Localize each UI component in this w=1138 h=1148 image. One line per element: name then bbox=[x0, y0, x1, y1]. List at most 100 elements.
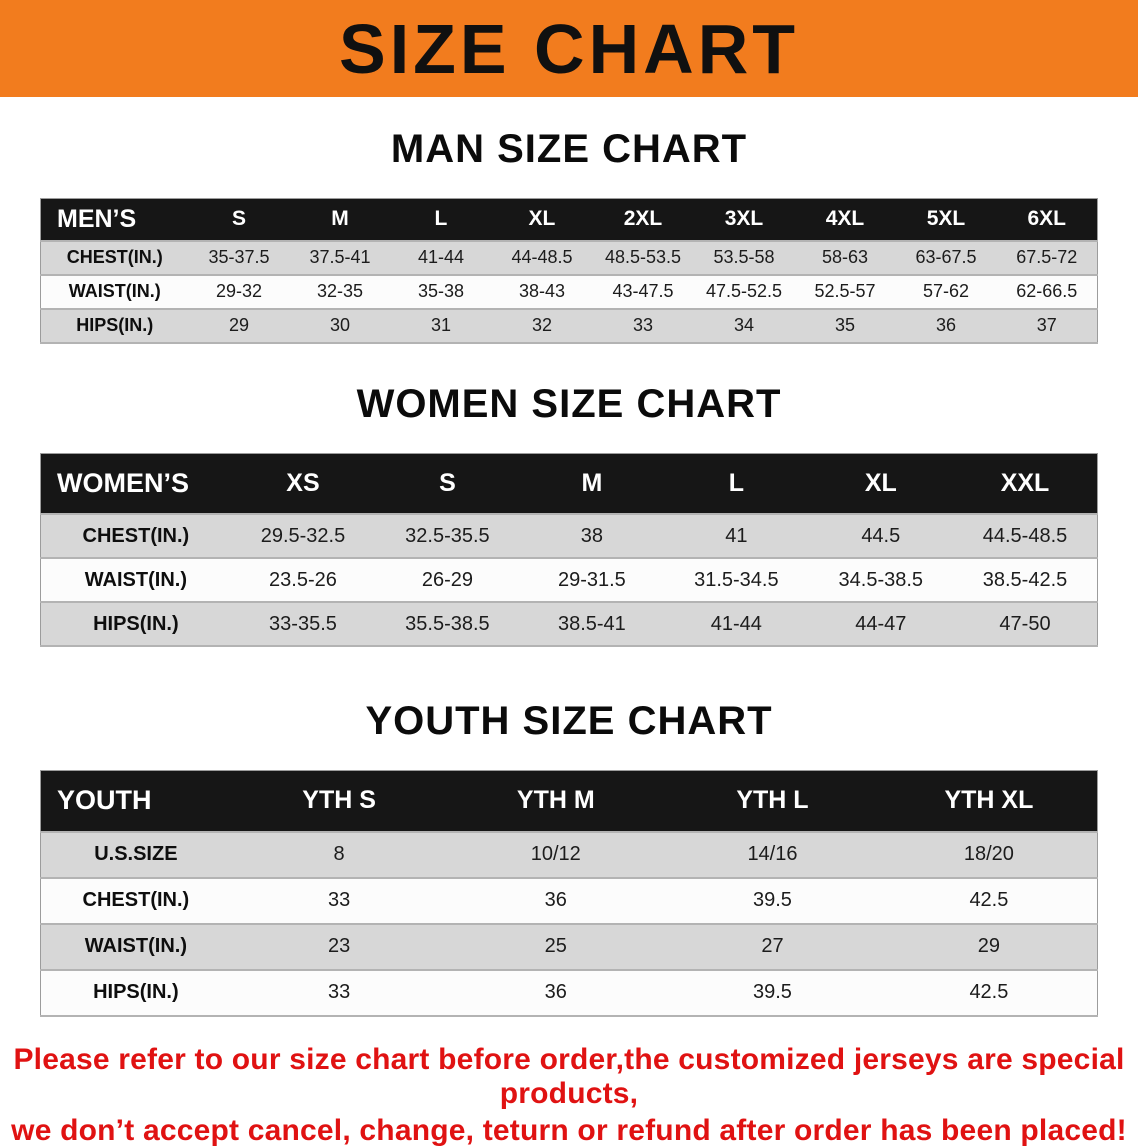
men-size-table: MEN’S S M L XL 2XL 3XL 4XL 5XL 6XL CHEST(IN.) 35-37… bbox=[40, 198, 1098, 344]
table-row: U.S.SIZE 8 10/12 14/16 18/20 bbox=[40, 831, 1098, 878]
size-value-cell: 37.5-41 bbox=[309, 247, 371, 267]
size-value-cell: 44-47 bbox=[855, 612, 907, 635]
women-size-chart-heading: WOMEN SIZE CHART bbox=[356, 381, 782, 426]
size-value-cell: 38-43 bbox=[518, 281, 565, 301]
table-corner-label: YOUTH bbox=[40, 770, 231, 832]
table-header-row: YOUTH YTH S YTH M YTH L YTH XL bbox=[40, 770, 1098, 832]
size-value-cell: 30 bbox=[329, 315, 350, 335]
size-column-header: 4XL bbox=[794, 198, 896, 241]
disclaimer-line-1: Please refer to our size chart before or… bbox=[13, 1042, 1125, 1110]
size-value-cell: 23 bbox=[327, 935, 351, 957]
table-row: HIPS(IN.) 33 36 39.5 42.5 bbox=[40, 969, 1098, 1016]
men-size-chart-section: MAN SIZE CHART MEN’S S M L XL 2XL 3XL 4XL 5XL 6XL… bbox=[0, 97, 1138, 344]
size-column-header: 6XL bbox=[996, 198, 1098, 241]
size-value-cell: 47.5-52.5 bbox=[705, 281, 782, 301]
size-value-cell: 26-29 bbox=[421, 568, 473, 591]
size-value-cell: 34.5-38.5 bbox=[838, 568, 924, 591]
size-value-cell: 32.5-35.5 bbox=[405, 524, 490, 547]
size-value-cell: 39.5 bbox=[753, 981, 792, 1003]
size-column-header: XL bbox=[808, 453, 954, 514]
size-value-cell: 36 bbox=[935, 315, 956, 335]
size-value-cell: 29-32 bbox=[215, 281, 262, 301]
table-row: CHEST(IN.) 29.5-32.5 32.5-35.5 38 41 44.5 44.5… bbox=[40, 514, 1098, 558]
size-value-cell: 14/16 bbox=[747, 843, 798, 865]
row-label: CHEST(IN.) bbox=[66, 247, 163, 267]
size-value-cell: 57-62 bbox=[922, 281, 969, 301]
youth-size-chart-section: YOUTH SIZE CHART YOUTH YTH S YTH M YTH L YTH… bbox=[0, 647, 1138, 1017]
size-value-cell: 39.5 bbox=[753, 889, 792, 911]
size-value-cell: 29.5-32.5 bbox=[260, 524, 346, 547]
row-label: WAIST(IN.) bbox=[68, 281, 161, 301]
size-value-cell: 48.5-53.5 bbox=[604, 247, 681, 267]
size-value-cell: 29-31.5 bbox=[557, 568, 626, 591]
table-corner-label: WOMEN’S bbox=[40, 453, 231, 514]
row-label: WAIST(IN.) bbox=[84, 568, 187, 591]
size-column-header: XL bbox=[491, 198, 593, 241]
table-header-row: WOMEN’S XS S M L XL XXL bbox=[40, 453, 1098, 514]
row-label: HIPS(IN.) bbox=[93, 981, 179, 1003]
women-size-table: WOMEN’S XS S M L XL XXL CHEST(IN.) 29.5-32.5 32.5… bbox=[40, 452, 1098, 647]
size-value-cell: 44.5 bbox=[861, 524, 901, 547]
size-value-cell: 38 bbox=[580, 524, 603, 547]
size-value-cell: 35 bbox=[834, 315, 855, 335]
row-label: U.S.SIZE bbox=[94, 843, 178, 865]
size-value-cell: 43-47.5 bbox=[612, 281, 674, 301]
size-value-cell: 36 bbox=[544, 889, 567, 911]
size-value-cell: 63-67.5 bbox=[915, 247, 977, 267]
table-row: HIPS(IN.) 29 30 31 32 33 34 35 36 37 bbox=[40, 308, 1098, 343]
size-value-cell: 42.5 bbox=[969, 981, 1009, 1003]
size-value-cell: 8 bbox=[333, 843, 345, 865]
size-value-cell: 31.5-34.5 bbox=[694, 568, 779, 591]
size-value-cell: 33 bbox=[632, 315, 653, 335]
youth-size-table: YOUTH YTH S YTH M YTH L YTH XL U.S.SIZE 8 10/12… bbox=[40, 770, 1098, 1017]
size-column-header: S bbox=[188, 198, 290, 241]
size-value-cell: 35-38 bbox=[417, 281, 464, 301]
size-column-header: YTH XL bbox=[880, 770, 1098, 832]
page-title: SIZE CHART bbox=[339, 9, 799, 88]
size-value-cell: 44.5-48.5 bbox=[982, 524, 1068, 547]
row-label: HIPS(IN.) bbox=[76, 315, 154, 335]
table-row: CHEST(IN.) 35-37.5 37.5-41 41-44 44-48.5 48.5… bbox=[40, 240, 1098, 275]
size-value-cell: 38.5-41 bbox=[557, 612, 626, 635]
size-value-cell: 52.5-57 bbox=[814, 281, 876, 301]
size-chart-banner: SIZE CHART bbox=[0, 0, 1138, 97]
size-column-header: XXL bbox=[953, 453, 1098, 514]
size-column-header: L bbox=[390, 198, 492, 241]
size-value-cell: 44-48.5 bbox=[511, 247, 573, 267]
size-column-header: 5XL bbox=[895, 198, 997, 241]
size-value-cell: 47-50 bbox=[999, 612, 1051, 635]
size-value-cell: 29 bbox=[977, 935, 1001, 957]
size-value-cell: 35-37.5 bbox=[208, 247, 270, 267]
size-column-header: YTH M bbox=[447, 770, 665, 832]
size-value-cell: 31 bbox=[430, 315, 451, 335]
size-value-cell: 34 bbox=[733, 315, 754, 335]
row-label: HIPS(IN.) bbox=[93, 612, 179, 635]
size-value-cell: 10/12 bbox=[530, 843, 581, 865]
table-row: WAIST(IN.) 23 25 27 29 bbox=[40, 923, 1098, 970]
size-column-header: L bbox=[664, 453, 809, 514]
size-column-header: 3XL bbox=[693, 198, 795, 241]
size-column-header: M bbox=[289, 198, 391, 241]
size-column-header: XS bbox=[230, 453, 376, 514]
size-value-cell: 38.5-42.5 bbox=[982, 568, 1068, 591]
size-value-cell: 36 bbox=[544, 981, 567, 1003]
size-value-cell: 41-44 bbox=[710, 612, 762, 635]
size-value-cell: 41 bbox=[725, 524, 748, 547]
size-value-cell: 62-66.5 bbox=[1016, 281, 1078, 301]
size-column-header: M bbox=[519, 453, 665, 514]
women-size-chart-section: WOMEN SIZE CHART WOMEN’S XS S M L XL XXL CHEST(… bbox=[0, 344, 1138, 647]
row-label: CHEST(IN.) bbox=[82, 524, 190, 547]
size-value-cell: 53.5-58 bbox=[713, 247, 775, 267]
table-row: WAIST(IN.) 29-32 32-35 35-38 38-43 43-47.5 47.… bbox=[40, 274, 1098, 309]
table-corner-label: MEN’S bbox=[40, 198, 189, 241]
row-label: CHEST(IN.) bbox=[82, 889, 190, 911]
table-row: HIPS(IN.) 33-35.5 35.5-38.5 38.5-41 41-44 44-… bbox=[40, 602, 1098, 646]
size-value-cell: 37 bbox=[1036, 315, 1057, 335]
size-value-cell: 25 bbox=[544, 935, 567, 957]
table-row: CHEST(IN.) 33 36 39.5 42.5 bbox=[40, 877, 1098, 924]
table-row: WAIST(IN.) 23.5-26 26-29 29-31.5 31.5-34.5 34… bbox=[40, 558, 1098, 602]
size-value-cell: 33-35.5 bbox=[269, 612, 337, 635]
size-value-cell: 32 bbox=[531, 315, 552, 335]
men-size-chart-heading: MAN SIZE CHART bbox=[390, 127, 748, 171]
